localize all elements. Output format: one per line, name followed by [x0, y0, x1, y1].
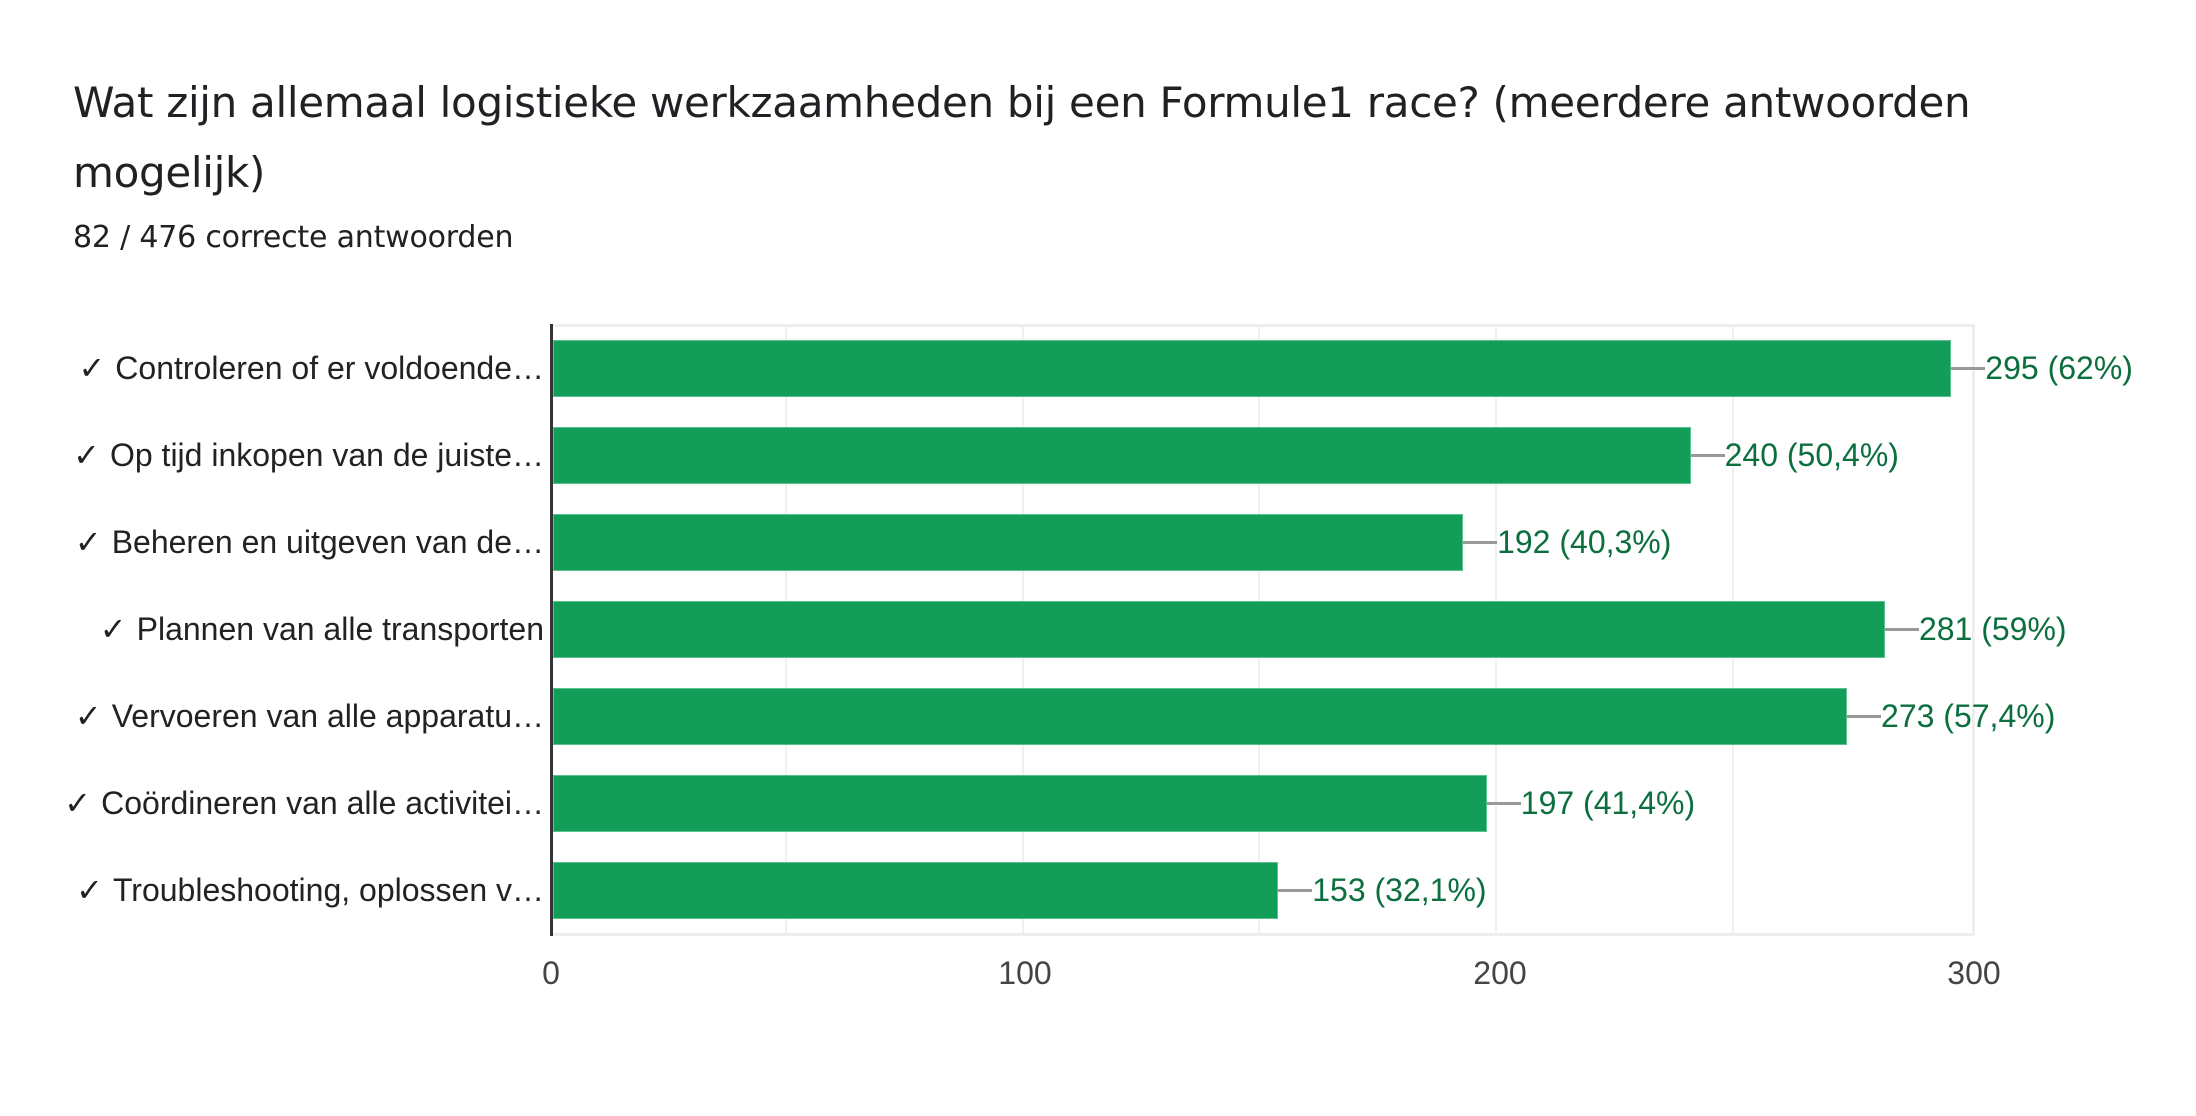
leader-line [1884, 628, 1919, 631]
y-axis-line [550, 324, 553, 936]
bar[interactable] [553, 688, 1848, 745]
bar[interactable] [553, 514, 1464, 571]
value-label: 281 (59%) [1918, 611, 2067, 647]
bar[interactable] [553, 775, 1487, 832]
leader-line [1847, 715, 1882, 718]
check-icon: ✓ [99, 611, 127, 647]
value-label: 192 (40,3%) [1497, 524, 1672, 560]
check-icon: ✓ [76, 872, 103, 908]
check-icon: ✓ [73, 437, 100, 473]
check-icon: ✓ [74, 698, 102, 734]
category-label: ✓ Coördineren van alle activitei… [64, 785, 544, 821]
bar[interactable] [553, 340, 1952, 397]
value-label: 197 (41,4%) [1520, 785, 1696, 821]
value-label: 273 (57,4%) [1881, 698, 2056, 734]
category-label: ✓ Beheren en uitgeven van de… [74, 524, 544, 560]
leader-line [1486, 802, 1521, 805]
value-label: 240 (50,4%) [1724, 437, 1899, 473]
bar[interactable] [553, 427, 1691, 484]
check-icon: ✓ [74, 524, 102, 560]
value-label: 153 (32,1%) [1312, 872, 1487, 908]
bar[interactable] [553, 601, 1885, 658]
leader-line [1690, 454, 1725, 457]
category-label: ✓ Controleren of er voldoende… [78, 350, 544, 386]
x-tick-label: 200 [1473, 955, 1527, 991]
question-title: Wat zijn allemaal logistieke werkzaamhed… [73, 78, 1971, 197]
x-tick-label: 300 [1947, 955, 2001, 991]
leader-line [1463, 541, 1498, 544]
value-label: 295 (62%) [1985, 350, 2133, 386]
check-icon: ✓ [78, 350, 106, 386]
leader-line [1951, 367, 1986, 370]
category-label: ✓ Troubleshooting, oplossen v… [76, 872, 544, 908]
check-icon: ✓ [64, 785, 92, 821]
correct-answers-count: 82 / 476 correcte antwoorden [73, 220, 514, 255]
category-label: ✓ Op tijd inkopen van de juiste… [73, 437, 544, 473]
category-label: ✓ Vervoeren van alle apparatu… [74, 698, 544, 734]
leader-line [1278, 889, 1313, 892]
x-tick-label: 0 [542, 955, 560, 991]
x-tick-label: 100 [998, 955, 1052, 991]
bar[interactable] [553, 862, 1279, 919]
category-label: ✓ Plannen van alle transporten [99, 611, 544, 647]
